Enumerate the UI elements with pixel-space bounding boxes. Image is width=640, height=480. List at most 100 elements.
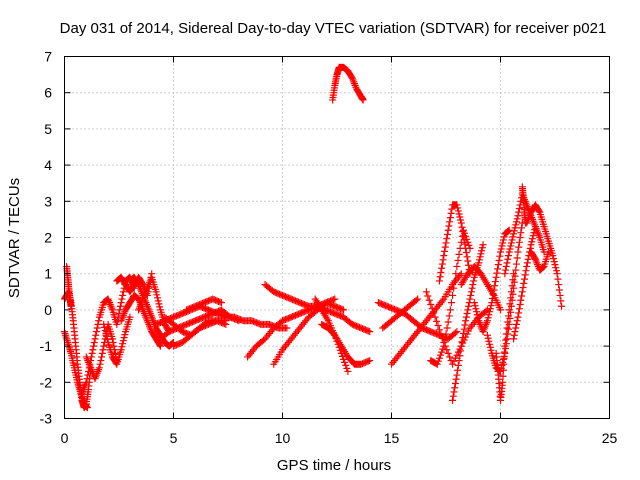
data-point <box>443 230 451 238</box>
data-point <box>412 296 420 304</box>
y-tick-label: 1 <box>44 266 52 282</box>
data-point <box>467 288 475 296</box>
data-point <box>366 357 374 365</box>
data-point <box>156 303 164 311</box>
data-point <box>359 96 367 104</box>
data-point <box>514 313 522 321</box>
data-point <box>119 340 127 348</box>
data-point <box>120 334 128 342</box>
data-point <box>462 249 470 257</box>
data-point <box>154 294 162 302</box>
data-point <box>555 281 563 289</box>
data-point <box>454 207 462 215</box>
data-point <box>522 267 530 275</box>
data-point <box>491 282 499 290</box>
data-point <box>425 296 433 304</box>
data-point <box>111 349 119 357</box>
data-point <box>424 292 432 300</box>
data-point <box>462 244 470 252</box>
data-point <box>444 226 452 234</box>
data-point <box>451 329 459 337</box>
data-point <box>338 352 346 360</box>
data-point <box>488 299 496 307</box>
data-point <box>117 299 125 307</box>
data-point <box>498 242 506 250</box>
data-point <box>154 297 162 305</box>
data-point <box>449 392 457 400</box>
data-point <box>110 342 118 350</box>
data-point <box>469 281 477 289</box>
data-point <box>119 291 127 299</box>
data-point <box>465 261 473 269</box>
data-point <box>515 309 523 317</box>
data-point <box>459 227 467 235</box>
data-point <box>506 300 514 308</box>
data-point <box>92 328 100 336</box>
series-arc-18 <box>270 295 339 368</box>
data-point <box>489 294 497 302</box>
data-point <box>340 355 348 363</box>
data-point <box>486 305 494 313</box>
data-point <box>422 288 430 296</box>
x-tick-label: 20 <box>493 430 509 446</box>
data-point <box>478 247 486 255</box>
data-point <box>494 265 502 273</box>
data-point <box>511 328 519 336</box>
data-point <box>446 218 454 226</box>
data-point <box>457 216 465 224</box>
data-point <box>446 306 454 314</box>
data-point <box>472 305 480 313</box>
data-point <box>531 223 539 231</box>
data-point <box>155 300 163 308</box>
data-point <box>156 342 164 350</box>
data-point <box>331 331 339 339</box>
data-point <box>95 364 103 372</box>
data-point <box>443 235 451 243</box>
data-point <box>331 295 339 303</box>
y-tick-label: -1 <box>40 338 53 354</box>
x-axis-label: GPS time / hours <box>277 457 391 474</box>
y-tick-label: 3 <box>44 193 52 209</box>
data-point <box>519 284 527 292</box>
data-point <box>461 240 469 248</box>
data-point <box>436 273 444 281</box>
data-point <box>431 313 439 321</box>
series-arc-34 <box>510 223 539 343</box>
data-point <box>463 253 471 261</box>
y-tick-label: 6 <box>44 85 52 101</box>
data-point <box>450 357 458 365</box>
data-point <box>512 320 520 328</box>
data-point <box>511 224 519 232</box>
data-point <box>528 238 536 246</box>
data-point <box>478 244 486 252</box>
data-point <box>332 334 340 342</box>
data-point <box>515 243 523 251</box>
data-point <box>504 255 512 263</box>
data-point <box>502 336 510 344</box>
data-point <box>116 302 124 310</box>
series-arc-22 <box>374 299 461 343</box>
data-point <box>502 266 510 274</box>
data-point <box>499 366 507 374</box>
data-point <box>453 371 461 379</box>
data-point <box>502 330 510 338</box>
data-point <box>484 334 492 342</box>
y-tick-labels: -3 -2 -1 0 1 2 3 4 5 6 7 <box>40 49 53 427</box>
data-point <box>512 266 520 274</box>
data-point <box>445 312 453 320</box>
data-point <box>441 336 449 344</box>
data-point <box>501 270 509 278</box>
data-point <box>499 236 507 244</box>
series-arc-35 <box>523 201 566 310</box>
data-point <box>505 248 513 256</box>
data-point <box>503 335 511 343</box>
data-point <box>557 297 565 305</box>
data-point <box>217 299 225 307</box>
data-point <box>504 252 512 260</box>
data-point <box>550 258 558 266</box>
series-arc-20 <box>311 295 352 375</box>
data-point <box>113 320 121 328</box>
data-point <box>67 302 75 310</box>
data-point <box>518 224 526 232</box>
data-point <box>100 323 108 331</box>
